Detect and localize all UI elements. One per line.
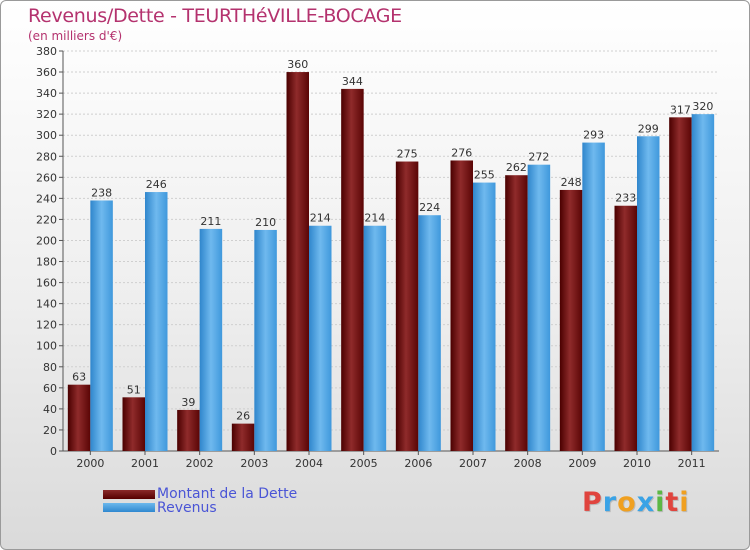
x-tick-label: 2006 [404,457,432,470]
y-tick-label: 160 [36,277,57,290]
bar-debt [231,423,255,451]
bar-revenus [199,228,223,451]
value-label-debt: 233 [615,192,636,205]
value-label-revenus: 224 [419,201,440,214]
value-label-debt: 317 [670,103,691,116]
y-tick-label: 100 [36,340,57,353]
x-tick-label: 2004 [295,457,323,470]
x-tick-label: 2002 [186,457,214,470]
logo-letter: i [679,487,690,518]
y-tick-label: 60 [43,382,57,395]
bar-debt [450,160,473,451]
value-label-revenus: 272 [528,151,549,164]
logo-letter: t [665,487,680,518]
y-tick-label: 0 [50,445,57,458]
bar-revenus [637,136,660,451]
y-tick-label: 320 [36,108,57,121]
x-tick-label: 2009 [568,457,596,470]
value-label-debt: 26 [236,410,250,423]
value-label-debt: 276 [451,146,472,159]
value-label-debt: 360 [287,58,308,71]
bar-revenus [309,225,332,451]
bar-debt [505,175,528,452]
logo-letter: P [582,487,603,518]
bar-debt [341,88,364,451]
value-label-debt: 275 [397,148,418,161]
value-label-revenus: 238 [91,186,112,199]
bar-revenus [473,182,496,451]
bar-revenus [582,142,605,451]
proxiti-logo: Proxiti [582,487,690,518]
y-tick-label: 240 [36,192,57,205]
bar-revenus [145,192,168,452]
logo-letter: o [617,487,637,518]
y-tick-label: 40 [43,403,57,416]
x-tick-label: 2001 [131,457,159,470]
x-tick-label: 2007 [459,457,487,470]
y-tick-label: 120 [36,319,57,332]
value-label-revenus: 214 [364,212,385,225]
x-tick-label: 2003 [240,457,268,470]
bar-debt [669,117,692,451]
value-label-revenus: 246 [146,178,167,191]
bar-revenus [363,225,387,451]
value-label-debt: 51 [127,383,141,396]
y-tick-label: 20 [43,424,57,437]
bar-revenus [418,215,441,451]
bar-debt [177,409,200,451]
value-label-debt: 344 [342,75,363,88]
y-tick-label: 380 [36,45,57,58]
value-label-revenus: 255 [474,169,495,182]
value-label-revenus: 211 [200,215,221,228]
y-tick-label: 200 [36,234,57,247]
value-label-debt: 63 [72,371,86,384]
value-label-revenus: 293 [583,129,604,142]
bar-debt [286,72,309,451]
logo-letter: i [655,487,666,518]
y-tick-label: 140 [36,298,57,311]
bar-debt [395,161,419,452]
bar-revenus [90,200,113,451]
y-tick-label: 260 [36,171,57,184]
y-tick-label: 360 [36,66,57,79]
chart-subtitle: (en milliers d'€) [28,29,123,43]
bar-revenus [254,229,277,451]
value-label-debt: 262 [506,161,527,174]
legend-label-revenus: Revenus [157,500,217,516]
y-tick-label: 300 [36,129,57,142]
legend-swatch-debt [103,490,155,499]
x-tick-label: 2005 [350,457,378,470]
y-tick-label: 180 [36,256,57,269]
x-tick-label: 2008 [514,457,542,470]
legend-swatch-revenus [103,503,155,512]
value-label-revenus: 210 [255,216,276,229]
y-tick-label: 340 [36,87,57,100]
x-tick-label: 2010 [623,457,651,470]
bar-debt [122,397,145,451]
y-tick-label: 80 [43,361,57,374]
bar-debt [614,205,637,451]
x-tick-label: 2000 [76,457,104,470]
logo-letter: r [602,487,618,518]
chart-title: Revenus/Dette - TEURTHéVILLE-BOCAGE [28,5,402,27]
value-label-revenus: 214 [310,212,331,225]
value-label-debt: 39 [181,396,195,409]
value-label-debt: 248 [561,176,582,189]
bar-revenus [691,114,715,451]
bar-debt [67,384,91,451]
value-label-revenus: 320 [692,100,713,113]
x-tick-label: 2011 [678,457,706,470]
y-tick-label: 220 [36,213,57,226]
bar-debt [559,189,583,451]
y-tick-label: 280 [36,150,57,163]
bar-revenus [527,164,551,451]
legend-label-debt: Montant de la Dette [157,486,298,502]
value-label-revenus: 299 [638,122,659,135]
logo-letter: x [636,487,656,518]
